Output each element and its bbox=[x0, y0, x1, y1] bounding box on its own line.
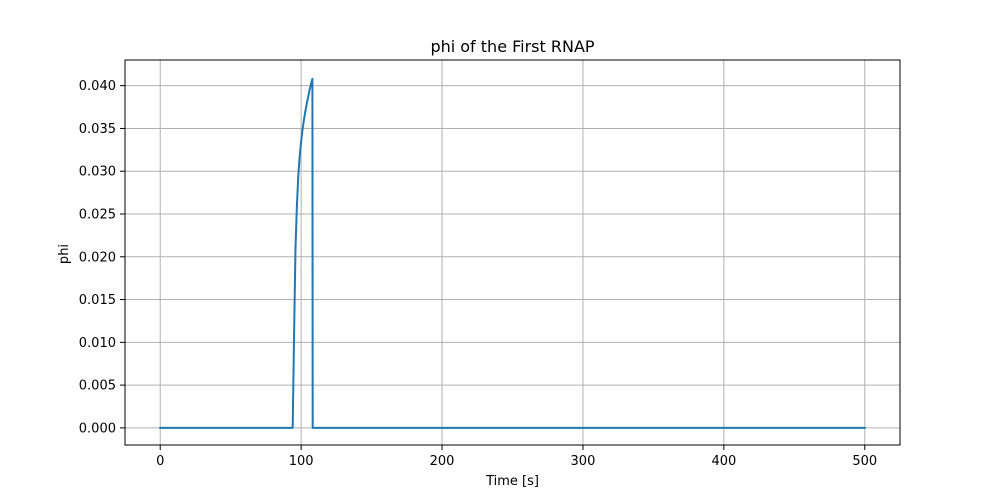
x-axis-label: Time [s] bbox=[485, 474, 539, 489]
x-tick-label: 400 bbox=[711, 454, 736, 469]
x-tick-label: 0 bbox=[156, 454, 164, 469]
y-tick-label: 0.030 bbox=[79, 165, 116, 180]
y-tick-label: 0.025 bbox=[79, 208, 116, 223]
y-tick-label: 0.015 bbox=[79, 293, 116, 308]
y-axis-label: phi bbox=[57, 244, 72, 264]
tick-layer: 0 100 200 300 400 500 0.000 0.005 0.010 0.015 0.02… bbox=[79, 79, 877, 469]
plot-frame bbox=[124, 59, 901, 446]
series-line-0 bbox=[159, 77, 866, 429]
x-tick-label: 300 bbox=[571, 454, 596, 469]
y-tick-label: 0.000 bbox=[79, 421, 116, 436]
chart-title: phi of the First RNAP bbox=[430, 37, 594, 56]
y-tick-label: 0.020 bbox=[79, 250, 116, 265]
y-tick-label: 0.005 bbox=[79, 379, 116, 394]
x-tick-label: 500 bbox=[852, 454, 877, 469]
grid-layer bbox=[125, 60, 900, 445]
x-tick-label: 200 bbox=[430, 454, 455, 469]
series-layer bbox=[159, 77, 866, 429]
y-tick-label: 0.010 bbox=[79, 336, 116, 351]
y-tick-label: 0.035 bbox=[79, 122, 116, 137]
y-tick-label: 0.040 bbox=[79, 79, 116, 94]
x-tick-label: 100 bbox=[289, 454, 314, 469]
